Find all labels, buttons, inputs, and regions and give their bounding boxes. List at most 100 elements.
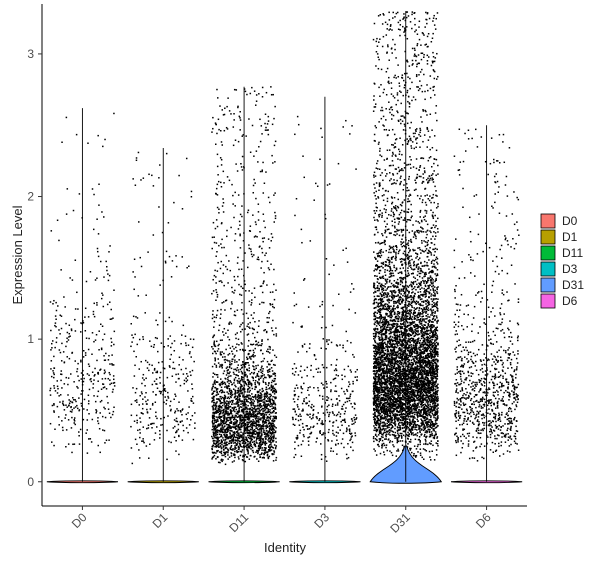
- data-point: [265, 430, 268, 432]
- data-point: [136, 317, 139, 319]
- data-point: [261, 407, 264, 410]
- data-point: [301, 344, 304, 347]
- data-point: [248, 397, 250, 399]
- data-point: [74, 423, 77, 426]
- data-point: [215, 437, 218, 439]
- data-point: [385, 320, 388, 323]
- data-point: [234, 393, 236, 395]
- data-point: [335, 435, 338, 437]
- data-point: [274, 105, 276, 108]
- data-point: [355, 168, 357, 170]
- data-point: [254, 433, 256, 435]
- data-point: [216, 456, 219, 459]
- data-point: [400, 361, 403, 364]
- data-point: [240, 409, 243, 412]
- data-point: [159, 382, 161, 384]
- data-point: [130, 425, 132, 428]
- data-point: [159, 312, 161, 314]
- data-point: [98, 330, 100, 332]
- data-point: [104, 371, 106, 373]
- data-point: [267, 384, 270, 387]
- data-point: [271, 154, 273, 157]
- data-point: [239, 427, 241, 429]
- data-point: [263, 433, 266, 436]
- data-point: [219, 412, 221, 415]
- data-point: [323, 387, 325, 389]
- data-point: [134, 400, 137, 402]
- data-point: [97, 417, 99, 419]
- data-point: [271, 426, 274, 428]
- data-point: [235, 428, 237, 430]
- data-point: [173, 349, 176, 352]
- data-point: [214, 443, 217, 445]
- data-point: [136, 422, 138, 424]
- data-point: [234, 453, 236, 456]
- data-point: [224, 430, 227, 433]
- data-point: [273, 354, 276, 357]
- data-point: [244, 328, 246, 330]
- data-point: [386, 364, 388, 367]
- data-point: [436, 437, 438, 439]
- data-point: [270, 385, 273, 388]
- data-point: [237, 404, 239, 407]
- data-point: [221, 365, 223, 367]
- data-point: [266, 392, 269, 394]
- data-point: [228, 366, 231, 369]
- data-point: [291, 416, 294, 419]
- data-point: [214, 227, 217, 230]
- data-point: [246, 399, 248, 401]
- data-point: [265, 414, 268, 416]
- data-point: [217, 358, 219, 360]
- data-point: [97, 373, 100, 375]
- data-point: [221, 109, 224, 111]
- data-point: [220, 158, 223, 161]
- data-point: [247, 426, 250, 428]
- data-point: [338, 395, 340, 397]
- data-point: [216, 165, 219, 168]
- data-point: [108, 354, 110, 357]
- data-point: [244, 401, 246, 404]
- data-point: [223, 417, 225, 419]
- data-point: [225, 348, 227, 351]
- data-point: [263, 452, 265, 455]
- data-point: [263, 301, 265, 304]
- data-point: [414, 374, 416, 376]
- data-point: [256, 396, 259, 398]
- data-point: [151, 427, 153, 429]
- data-point: [248, 364, 250, 367]
- data-point: [213, 401, 215, 404]
- data-point: [353, 416, 355, 419]
- data-point: [73, 417, 76, 419]
- data-point: [218, 244, 220, 247]
- data-point: [376, 162, 378, 165]
- data-point: [269, 437, 271, 440]
- data-point: [252, 317, 254, 320]
- data-point: [53, 373, 55, 376]
- data-point: [332, 403, 334, 406]
- data-point: [244, 460, 247, 463]
- data-point: [151, 383, 154, 386]
- data-point: [221, 246, 223, 249]
- data-point: [263, 395, 266, 398]
- data-point: [274, 408, 276, 410]
- data-point: [211, 393, 213, 395]
- data-point: [332, 432, 334, 435]
- data-point: [241, 366, 244, 368]
- data-point: [221, 356, 224, 358]
- data-point: [264, 395, 267, 397]
- data-point: [381, 233, 383, 235]
- data-point: [213, 399, 215, 402]
- data-point: [151, 404, 154, 406]
- data-point: [246, 391, 249, 393]
- data-point: [225, 254, 228, 257]
- data-point: [104, 416, 107, 419]
- data-point: [230, 113, 232, 115]
- data-point: [231, 414, 234, 417]
- data-point: [275, 427, 277, 429]
- data-point: [262, 417, 264, 419]
- data-point: [71, 409, 74, 411]
- data-point: [238, 411, 241, 413]
- data-point: [234, 314, 237, 317]
- data-point: [93, 375, 96, 377]
- data-point: [350, 432, 353, 435]
